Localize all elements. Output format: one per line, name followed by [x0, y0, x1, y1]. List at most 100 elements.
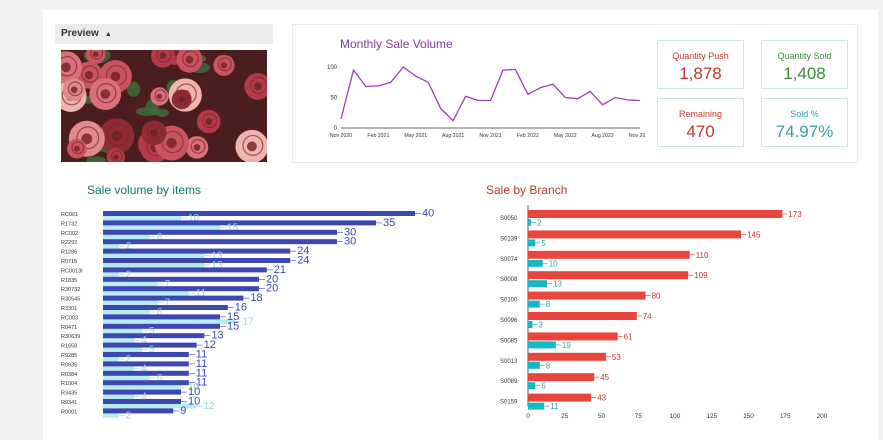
- branch-sales-bar: [528, 230, 742, 239]
- category-label: S0085: [500, 338, 518, 344]
- branch-data-label: 45: [600, 373, 609, 382]
- sold-data-label: 6: [157, 232, 163, 243]
- kpi-sold-percent: Sold % 74.97%: [761, 98, 848, 147]
- rose-petal-shape: [250, 76, 267, 94]
- x-tick-label: Nov 2021: [479, 133, 501, 139]
- x-tick-label: May 2022: [554, 133, 577, 139]
- branch-secondary-data-label: 3: [538, 321, 543, 330]
- category-label: R30545: [61, 297, 80, 303]
- sold-data-label: 6: [157, 307, 163, 318]
- category-label: S0008: [500, 277, 518, 283]
- branch-sales-bar: [528, 271, 689, 280]
- push-data-label: 11: [196, 377, 207, 389]
- sold-data-label: 10: [188, 382, 200, 393]
- category-label: S0089: [500, 379, 518, 385]
- y-tick-label: 50: [330, 96, 337, 102]
- x-tick-label: May 2021: [404, 133, 427, 139]
- sold-data-label: 2: [126, 410, 132, 421]
- rose-center-shape: [159, 52, 167, 60]
- branch-sales-bar: [528, 332, 618, 341]
- branch-secondary-data-label: 8: [546, 361, 551, 370]
- category-label: R3301: [61, 306, 77, 312]
- rose-center-shape: [92, 51, 99, 58]
- category-label: R0471: [61, 325, 77, 331]
- push-bar: [103, 323, 220, 329]
- push-data-label: 21: [274, 264, 286, 276]
- sold-data-label: 7: [165, 279, 171, 290]
- x-tick-label: Aug 2022: [592, 133, 614, 139]
- push-data-label: 15: [227, 320, 239, 332]
- branch-data-label: 61: [624, 332, 633, 341]
- rose-center-shape: [253, 82, 262, 91]
- rose-petal-shape: [202, 112, 218, 129]
- category-label: S0013: [500, 359, 518, 365]
- rose-petal-shape: [242, 134, 264, 156]
- branch-secondary-bar: [528, 382, 536, 390]
- branch-data-label: 110: [696, 251, 709, 260]
- rose-petal-shape: [81, 65, 99, 83]
- leaf-shape: [136, 107, 159, 116]
- sold-bar: [103, 338, 135, 343]
- push-bar: [103, 399, 181, 404]
- sale-volume-line: [340, 66, 641, 122]
- items-chart-title: Sale volume by items: [87, 183, 202, 197]
- sale-volume-by-items-chart: RC001 40 10 R1732 35 15 RC002 30 6 R2292 30 2 R1286 2…: [61, 208, 434, 422]
- rose-center-shape: [185, 55, 194, 64]
- push-bar: [103, 248, 291, 254]
- sold-data-label: 4: [141, 392, 147, 403]
- push-data-label: 18: [250, 292, 262, 304]
- push-data-label: 30: [344, 236, 356, 248]
- sold-data-label: 2: [126, 241, 132, 252]
- preview-image: [61, 50, 267, 162]
- branch-data-label: 80: [652, 292, 661, 301]
- x-tick-label: 125: [706, 413, 717, 420]
- preview-panel: Preview ▲: [55, 24, 273, 164]
- preview-title: Preview: [61, 28, 99, 39]
- push-bar: [103, 380, 189, 386]
- kpi-remaining: Remaining 470: [657, 98, 744, 147]
- sold-bar: [103, 328, 142, 334]
- branch-secondary-data-label: 19: [562, 341, 571, 350]
- rose-petal-shape: [154, 89, 167, 102]
- category-label: R9341: [61, 400, 77, 406]
- branch-data-label: 53: [612, 353, 621, 362]
- category-label: S0159: [500, 400, 518, 406]
- sold-data-label: 4: [141, 335, 147, 346]
- preview-header[interactable]: Preview ▲: [55, 24, 273, 44]
- sold-bar: [103, 385, 181, 390]
- category-label: S0100: [500, 298, 518, 304]
- push-bar: [103, 211, 415, 216]
- sold-bar: [103, 215, 181, 221]
- rose-petal-shape: [96, 82, 117, 104]
- branch-secondary-bar: [528, 402, 545, 410]
- branch-sales-bar: [528, 352, 606, 361]
- branch-secondary-bar: [528, 361, 540, 369]
- x-tick-label: Nov 2020: [330, 133, 352, 139]
- branch-secondary-data-label: 5: [541, 239, 546, 248]
- rose-petal-shape: [217, 57, 232, 72]
- sold-bar: [103, 356, 119, 362]
- sold-bar: [103, 347, 142, 352]
- category-label: R1732: [61, 221, 77, 227]
- branch-chart-title: Sale by Branch: [486, 183, 568, 197]
- rose-center-shape: [166, 137, 177, 149]
- push-bar: [103, 370, 189, 376]
- push-data-label: 11: [196, 358, 207, 370]
- rose-petal-shape: [67, 81, 83, 97]
- push-bar: [103, 305, 228, 310]
- sold-data-label: 11: [196, 288, 207, 299]
- rose-center-shape: [84, 71, 94, 80]
- x-tick-label: 175: [780, 413, 791, 420]
- push-data-label: 24: [297, 245, 309, 257]
- collapse-caret-icon[interactable]: ▲: [104, 31, 112, 38]
- rose-center-shape: [110, 71, 121, 82]
- category-label: R2292: [61, 240, 77, 246]
- leaf-shape: [126, 81, 140, 97]
- sold-data-label: 10: [188, 213, 200, 224]
- push-bar: [103, 389, 181, 395]
- branch-secondary-data-label: 13: [553, 280, 562, 289]
- category-label: R1286: [61, 250, 77, 256]
- x-tick-label: Feb 2021: [367, 133, 389, 139]
- branch-data-label: 145: [747, 230, 761, 239]
- push-data-label: 15: [227, 311, 239, 323]
